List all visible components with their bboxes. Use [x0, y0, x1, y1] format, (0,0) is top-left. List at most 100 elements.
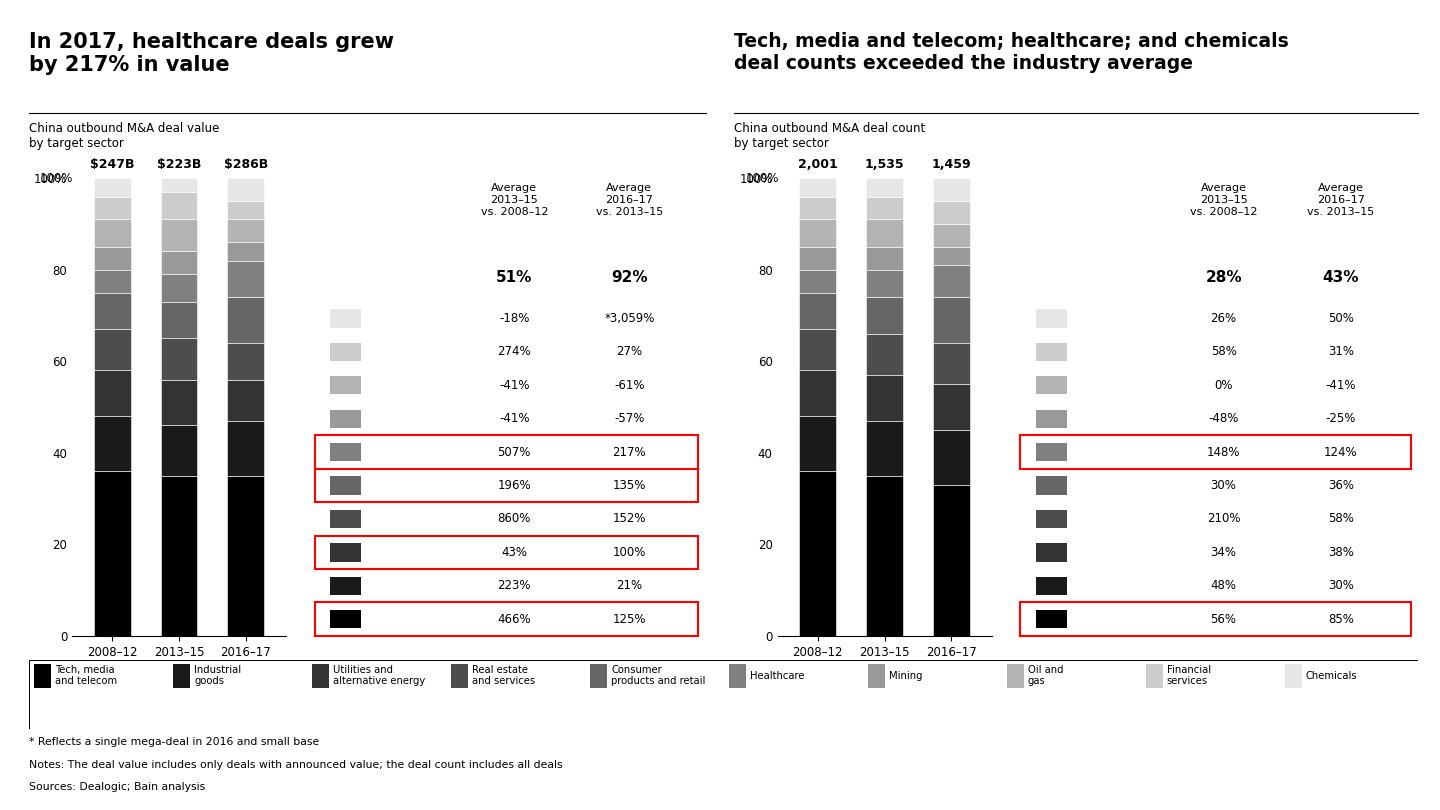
Text: -25%: -25% — [1326, 412, 1356, 425]
Text: -18%: -18% — [500, 312, 530, 325]
Text: Sources: Dealogic; Bain analysis: Sources: Dealogic; Bain analysis — [29, 782, 204, 792]
Bar — [330, 610, 361, 629]
Bar — [868, 663, 884, 688]
Text: China outbound M&A deal value
by target sector: China outbound M&A deal value by target … — [29, 122, 219, 151]
Bar — [330, 309, 361, 328]
Bar — [330, 509, 361, 528]
Text: -41%: -41% — [500, 379, 530, 392]
Text: 223%: 223% — [497, 579, 531, 592]
Bar — [1035, 610, 1067, 629]
Bar — [933, 297, 971, 343]
Text: 34%: 34% — [1211, 546, 1237, 559]
Bar — [799, 178, 837, 197]
Text: Healthcare: Healthcare — [750, 671, 805, 680]
Text: Average
2013–15
vs. 2008–12: Average 2013–15 vs. 2008–12 — [1189, 183, 1257, 217]
Text: 50%: 50% — [1328, 312, 1354, 325]
Text: 210%: 210% — [1207, 513, 1240, 526]
Text: $247B: $247B — [89, 158, 134, 172]
Text: 26%: 26% — [1211, 312, 1237, 325]
Text: China outbound M&A deal count
by target sector: China outbound M&A deal count by target … — [734, 122, 926, 151]
Text: 48%: 48% — [1211, 579, 1237, 592]
Text: *3,059%: *3,059% — [605, 312, 655, 325]
Bar — [228, 242, 265, 261]
Bar — [1021, 436, 1411, 469]
Bar — [867, 297, 903, 334]
Text: Utilities and
alternative energy: Utilities and alternative energy — [333, 665, 425, 686]
Text: 38%: 38% — [1328, 546, 1354, 559]
Text: 2,001: 2,001 — [798, 158, 838, 172]
Text: -48%: -48% — [1208, 412, 1238, 425]
Bar — [228, 297, 265, 343]
Text: 56%: 56% — [1211, 612, 1237, 625]
Text: Average
2013–15
vs. 2008–12: Average 2013–15 vs. 2008–12 — [481, 183, 549, 217]
Text: 1,459: 1,459 — [932, 158, 971, 172]
Text: In 2017, healthcare deals grew
by 217% in value: In 2017, healthcare deals grew by 217% i… — [29, 32, 393, 75]
Text: Oil and
gas: Oil and gas — [1028, 665, 1063, 686]
Bar — [1035, 309, 1067, 328]
Text: 466%: 466% — [497, 612, 531, 625]
Text: 58%: 58% — [1328, 513, 1354, 526]
Bar — [933, 343, 971, 384]
Bar — [451, 663, 468, 688]
Text: Consumer
products and retail: Consumer products and retail — [611, 665, 706, 686]
Text: 860%: 860% — [498, 513, 531, 526]
Bar — [94, 416, 131, 471]
Bar — [933, 265, 971, 297]
Text: 27%: 27% — [616, 345, 642, 358]
Bar — [330, 476, 361, 495]
Bar — [315, 603, 698, 636]
Bar — [1284, 663, 1302, 688]
Bar — [933, 201, 971, 224]
Bar — [1035, 544, 1067, 561]
Bar — [228, 261, 265, 297]
Text: 85%: 85% — [1328, 612, 1354, 625]
Bar — [94, 178, 131, 197]
Bar — [161, 380, 197, 425]
Bar — [933, 485, 971, 636]
Bar — [330, 410, 361, 428]
Bar — [1035, 343, 1067, 361]
Bar — [1035, 509, 1067, 528]
Bar — [1021, 603, 1411, 636]
Text: -41%: -41% — [1326, 379, 1356, 392]
Bar — [228, 380, 265, 420]
Text: $223B: $223B — [157, 158, 202, 172]
Bar — [173, 663, 190, 688]
Text: 100%: 100% — [40, 172, 73, 185]
Bar — [933, 178, 971, 201]
Bar — [315, 436, 698, 469]
Bar — [867, 334, 903, 375]
Bar — [94, 370, 131, 416]
Bar — [330, 544, 361, 561]
Text: 36%: 36% — [1328, 479, 1354, 492]
Text: Average
2016–17
vs. 2013–15: Average 2016–17 vs. 2013–15 — [1308, 183, 1374, 217]
Text: -61%: -61% — [613, 379, 645, 392]
Bar — [1007, 663, 1024, 688]
Text: 51%: 51% — [495, 270, 533, 284]
Bar — [867, 247, 903, 270]
Bar — [161, 302, 197, 339]
Bar — [867, 197, 903, 220]
Text: 148%: 148% — [1207, 446, 1240, 458]
Text: Industrial
goods: Industrial goods — [194, 665, 242, 686]
Bar — [1035, 376, 1067, 394]
Text: 196%: 196% — [497, 479, 531, 492]
Bar — [867, 420, 903, 475]
Bar — [161, 425, 197, 475]
Bar — [799, 247, 837, 270]
Text: Real estate
and services: Real estate and services — [472, 665, 536, 686]
Text: 1,535: 1,535 — [865, 158, 904, 172]
Text: * Reflects a single mega-deal in 2016 and small base: * Reflects a single mega-deal in 2016 an… — [29, 737, 320, 747]
Text: Chemicals: Chemicals — [1306, 671, 1358, 680]
Bar — [161, 475, 197, 636]
Bar — [867, 375, 903, 420]
Bar — [1035, 410, 1067, 428]
Bar — [94, 329, 131, 370]
Bar — [94, 197, 131, 220]
Bar — [228, 220, 265, 242]
Bar — [94, 270, 131, 292]
Bar — [35, 663, 50, 688]
Text: 0%: 0% — [1214, 379, 1233, 392]
Text: 30%: 30% — [1328, 579, 1354, 592]
Text: -41%: -41% — [500, 412, 530, 425]
